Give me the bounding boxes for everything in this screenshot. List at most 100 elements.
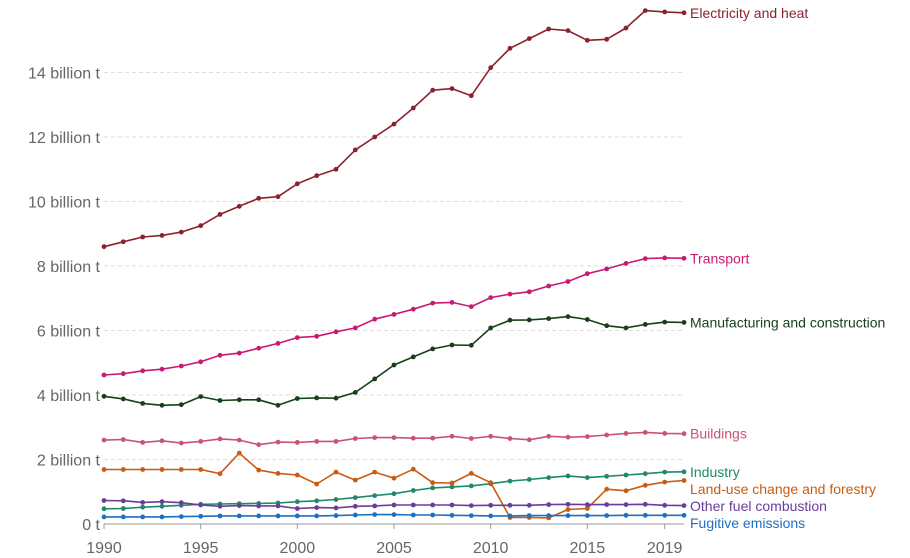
data-point — [198, 502, 204, 508]
data-point — [236, 397, 242, 403]
data-point — [256, 503, 262, 509]
data-point — [372, 435, 378, 440]
data-point — [430, 87, 436, 93]
data-point — [294, 335, 300, 340]
data-point — [584, 475, 590, 480]
data-point — [236, 503, 242, 508]
data-point — [198, 513, 204, 519]
data-point — [140, 500, 146, 505]
data-point — [294, 440, 300, 445]
data-point — [546, 433, 552, 439]
data-point — [101, 393, 107, 399]
data-point — [120, 506, 126, 511]
data-point — [352, 477, 358, 483]
y-tick-label: 0 t — [82, 517, 100, 534]
series-label-fugitive-emissions: Fugitive emissions — [690, 515, 805, 531]
data-point — [159, 514, 165, 520]
data-point — [623, 472, 629, 478]
data-point — [178, 514, 184, 519]
data-point — [120, 498, 126, 504]
data-point — [140, 234, 146, 240]
series-manufacturing-and-construction — [101, 314, 687, 408]
data-point — [662, 502, 668, 508]
data-point — [507, 45, 513, 51]
data-point — [449, 433, 455, 439]
data-point — [526, 502, 532, 508]
data-point — [410, 466, 416, 472]
data-point — [120, 371, 126, 377]
data-point — [662, 431, 668, 436]
data-point — [565, 507, 571, 512]
data-point — [352, 512, 358, 518]
x-tick-label: 2010 — [473, 540, 509, 557]
series-label-manufacturing-and-construction: Manufacturing and construction — [690, 314, 885, 330]
data-point — [642, 512, 648, 518]
data-point — [217, 471, 223, 477]
data-point — [565, 434, 571, 440]
data-point — [526, 477, 532, 482]
data-point — [430, 502, 436, 508]
data-point — [623, 325, 629, 331]
y-tick-label: 6 billion t — [37, 324, 101, 341]
data-point — [140, 467, 146, 472]
data-point — [681, 469, 687, 475]
data-point — [430, 485, 436, 491]
data-point — [642, 8, 648, 14]
data-point — [294, 181, 300, 187]
series-line — [103, 315, 685, 407]
data-point — [275, 503, 281, 509]
data-point — [198, 467, 204, 472]
data-point — [314, 439, 320, 444]
x-tick-label: 2015 — [570, 540, 606, 557]
data-point — [662, 479, 668, 485]
data-point — [584, 502, 590, 507]
data-point — [546, 502, 552, 507]
data-point — [430, 480, 436, 486]
data-point — [140, 440, 146, 445]
data-point — [314, 333, 320, 339]
data-point — [623, 488, 629, 494]
data-point — [275, 513, 281, 519]
data-point — [333, 469, 339, 475]
data-point — [584, 513, 590, 518]
data-point — [178, 363, 184, 369]
data-point — [352, 436, 358, 441]
data-point — [352, 390, 358, 395]
data-point — [101, 498, 107, 503]
data-point — [430, 300, 436, 306]
data-point — [488, 65, 494, 71]
data-point — [662, 469, 668, 475]
x-tick-label: 1995 — [183, 540, 219, 557]
y-tick-label: 8 billion t — [37, 259, 101, 276]
data-point — [681, 10, 687, 16]
series-label-land-use-change-and-forestry: Land-use change and forestry — [690, 481, 876, 497]
data-point — [256, 195, 262, 201]
data-point — [159, 233, 165, 238]
data-point — [468, 503, 474, 508]
data-point — [584, 434, 590, 439]
data-point — [526, 317, 532, 323]
data-point — [468, 483, 474, 489]
data-point — [140, 401, 146, 406]
data-point — [140, 504, 146, 510]
data-point — [101, 506, 107, 512]
data-point — [681, 255, 687, 261]
data-point — [159, 467, 165, 472]
data-point — [662, 319, 668, 325]
data-point — [410, 488, 416, 493]
data-point — [565, 314, 571, 319]
data-point — [546, 316, 552, 321]
data-point — [681, 431, 687, 437]
data-point — [333, 166, 339, 172]
data-point — [391, 475, 397, 481]
data-point — [120, 467, 126, 472]
data-point — [333, 497, 339, 502]
series-label-transport: Transport — [690, 250, 750, 266]
data-point — [198, 359, 204, 365]
data-point — [372, 316, 378, 322]
data-point — [449, 502, 455, 508]
data-point — [488, 433, 494, 439]
data-point — [256, 397, 262, 403]
series-lines — [101, 8, 687, 521]
